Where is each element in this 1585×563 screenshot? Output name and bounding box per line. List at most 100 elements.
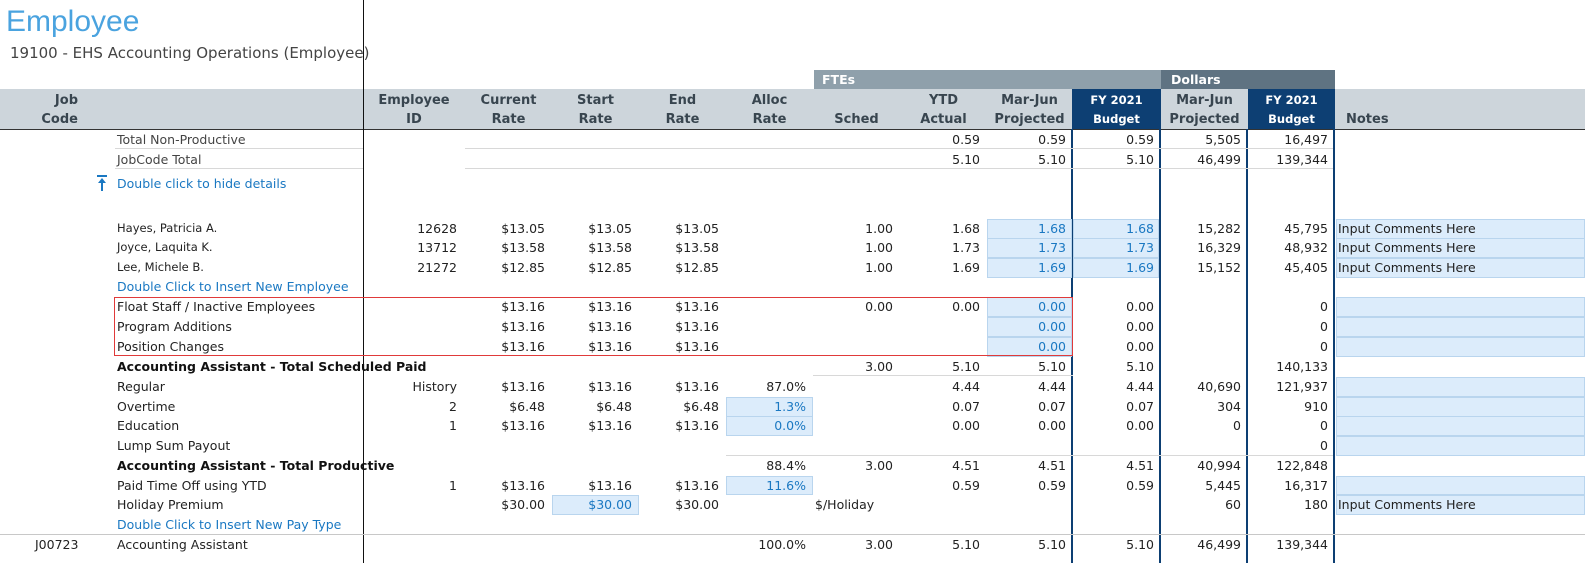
cell-dollars-fy2021: 0: [1320, 299, 1328, 314]
cell-mar-jun[interactable]: 1.73: [1038, 240, 1066, 255]
mar-jun-input[interactable]: [987, 317, 1072, 337]
left-section-divider: [363, 0, 364, 563]
cell-current-rate: $30.00: [501, 497, 545, 512]
cell-dollars-fy2021: 139,344: [1276, 537, 1328, 552]
fy2021-input[interactable]: [1073, 238, 1159, 258]
cell-end-rate: $13.16: [675, 299, 719, 314]
header-mar-jun-2: Projected: [994, 112, 1065, 127]
cell-current-rate: $13.16: [501, 478, 545, 493]
pay-type-label: Lump Sum Payout: [117, 438, 231, 453]
cell-employee-id: History: [412, 379, 457, 394]
cell-mar-jun[interactable]: 1.68: [1038, 221, 1066, 236]
cell-employee-id: 12628: [417, 221, 457, 236]
highlight-box: [114, 297, 1073, 356]
notes-input[interactable]: [1336, 436, 1585, 456]
cell-dollars-mar-jun: 304: [1217, 399, 1241, 414]
cell-mar-jun[interactable]: 0.00: [1038, 319, 1066, 334]
cell-ytd: 0.07: [952, 399, 980, 414]
cell-sched: 3.00: [865, 458, 893, 473]
cell-current-rate: $13.16: [501, 299, 545, 314]
cell-end-rate: $12.85: [675, 260, 719, 275]
cell-mar-jun: 5.10: [1038, 537, 1066, 552]
cell-employee-id: 2: [449, 399, 457, 414]
notes-input[interactable]: [1336, 397, 1585, 417]
cell-alloc[interactable]: 1.3%: [774, 399, 806, 414]
alloc-rate-input[interactable]: [726, 416, 813, 436]
cell-end-rate: $30.00: [675, 497, 719, 512]
cell-fy2021[interactable]: 1.69: [1126, 260, 1154, 275]
cell-alloc[interactable]: 0.0%: [774, 418, 806, 433]
cell-start-rate: [552, 436, 632, 455]
fy2021-input[interactable]: [1073, 258, 1159, 278]
column-header-bar-notes: [1335, 89, 1585, 129]
start-rate-input[interactable]: [552, 495, 639, 515]
notes-input[interactable]: [1336, 416, 1585, 436]
notes-text[interactable]: Input Comments Here: [1338, 240, 1476, 255]
notes-text[interactable]: Input Comments Here: [1338, 260, 1476, 275]
notes-input[interactable]: [1336, 337, 1585, 357]
mar-jun-input[interactable]: [987, 258, 1072, 278]
cell-dollars-mar-jun: 46,499: [1197, 152, 1241, 167]
alloc-rate-input[interactable]: [726, 476, 813, 495]
mar-jun-input[interactable]: [987, 337, 1072, 357]
row-line: [465, 148, 1333, 149]
notes-text[interactable]: Input Comments Here: [1338, 221, 1476, 236]
ftes-group-label: FTEs: [822, 72, 856, 87]
cell-mar-jun: 0.59: [1038, 478, 1066, 493]
pay-type-label: Education: [117, 418, 180, 433]
header-mar-jun-1: Mar-Jun: [1001, 93, 1058, 108]
notes-input[interactable]: [1336, 297, 1585, 317]
notes-text[interactable]: Input Comments Here: [1338, 497, 1476, 512]
cell-ytd: 1.69: [952, 260, 980, 275]
header-alloc-rate-2: Rate: [752, 112, 787, 127]
collapse-up-icon[interactable]: [96, 174, 108, 192]
header-ytd-actual-1: YTD: [928, 93, 959, 108]
insert-employee-link[interactable]: Double Click to Insert New Employee: [117, 279, 349, 294]
insert-paytype-link[interactable]: Double Click to Insert New Pay Type: [117, 517, 342, 532]
cell-current-rate: $13.16: [501, 379, 545, 394]
cell-fy2021: 4.44: [1126, 379, 1154, 394]
cell-mar-jun: 4.44: [1038, 379, 1066, 394]
cell-dollars-mar-jun: 46,499: [1197, 537, 1241, 552]
cell-fy2021: [1073, 436, 1154, 455]
cell-start-rate: $13.16: [588, 339, 632, 354]
cell-fy2021: 0.59: [1126, 478, 1154, 493]
cell-alloc: 87.0%: [766, 379, 806, 394]
notes-input[interactable]: [1336, 317, 1585, 337]
cell-sched: 1.00: [865, 240, 893, 255]
header-start-rate-1: Start: [577, 93, 614, 108]
cell-mar-jun[interactable]: 1.69: [1038, 260, 1066, 275]
notes-input[interactable]: [1336, 476, 1585, 495]
total-scheduled-label: Accounting Assistant - Total Scheduled P…: [117, 359, 427, 374]
cell-alloc: 100.0%: [758, 537, 806, 552]
cell-current-rate: $13.16: [501, 418, 545, 433]
cell-alloc: [726, 436, 806, 455]
hide-details-link[interactable]: Double click to hide details: [117, 176, 287, 191]
cell-current-rate: [465, 436, 545, 455]
cell-dollars-mar-jun: 60: [1225, 497, 1241, 512]
cell-fy2021[interactable]: 1.73: [1126, 240, 1154, 255]
mar-jun-input[interactable]: [987, 238, 1072, 258]
cell-mar-jun[interactable]: 0.00: [1038, 339, 1066, 354]
cell-end-rate: $6.48: [683, 399, 719, 414]
notes-input[interactable]: [1336, 377, 1585, 397]
employee-name: Hayes, Patricia A.: [117, 221, 218, 235]
fy2021-header: [1072, 89, 1161, 129]
cell-dollars-fy2021: 0: [1320, 339, 1328, 354]
cell-fy2021: 5.10: [1126, 359, 1154, 374]
cell-mar-jun: 0.07: [1038, 399, 1066, 414]
header-alloc-rate-1: Alloc: [751, 93, 788, 108]
cell-mar-jun[interactable]: 0.00: [1038, 299, 1066, 314]
cell-dollars-mar-jun: [1161, 436, 1241, 455]
cell-start-rate[interactable]: $30.00: [588, 497, 632, 512]
cell-end-rate: $13.16: [675, 418, 719, 433]
cell-alloc[interactable]: 11.6%: [766, 478, 806, 493]
header-end-rate-2: Rate: [665, 112, 700, 127]
cell-dollars-mar-jun: 15,152: [1197, 260, 1241, 275]
cell-sched: 0.00: [865, 299, 893, 314]
cell-sched: 1.00: [865, 221, 893, 236]
cell-dollars-mar-jun: 16,329: [1197, 240, 1241, 255]
row-line: [0, 534, 1585, 535]
cell-dollars-fy2021: 180: [1304, 497, 1328, 512]
cell-fy2021[interactable]: 1.68: [1126, 221, 1154, 236]
